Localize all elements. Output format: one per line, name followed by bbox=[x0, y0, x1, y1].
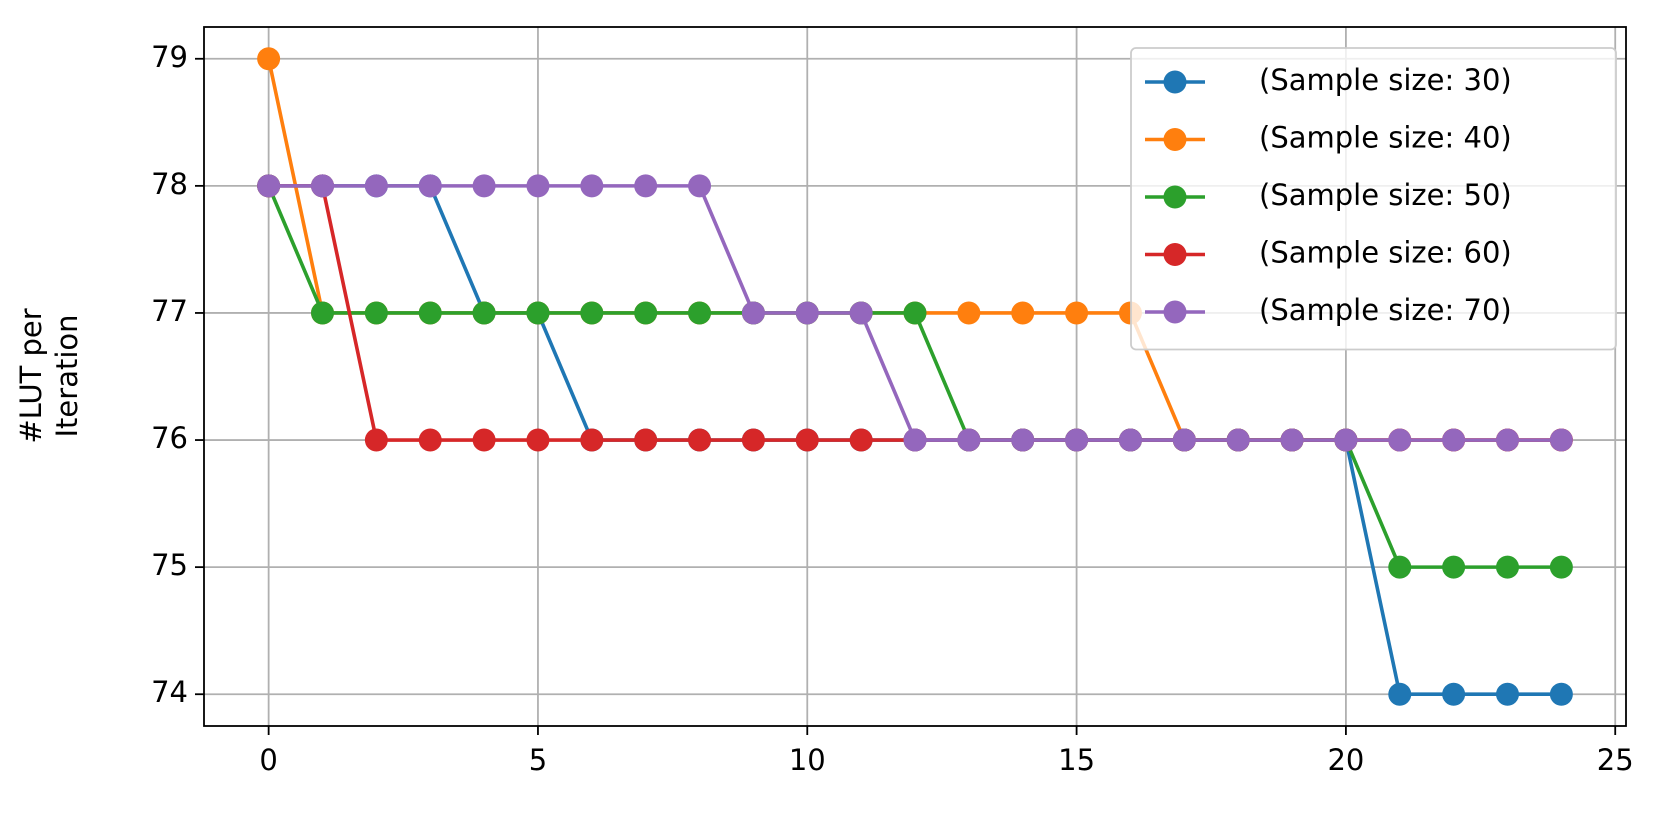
data-point bbox=[311, 174, 334, 198]
data-point bbox=[364, 301, 388, 325]
y-tick-label: 74 bbox=[151, 675, 188, 709]
data-point bbox=[795, 428, 819, 452]
x-tick-label: 5 bbox=[529, 743, 547, 777]
data-point bbox=[418, 174, 442, 198]
data-point bbox=[1388, 555, 1412, 579]
data-point bbox=[257, 174, 281, 198]
data-point bbox=[580, 428, 604, 452]
y-tick-label: 77 bbox=[151, 294, 188, 328]
data-point bbox=[741, 301, 765, 325]
data-point bbox=[849, 428, 873, 452]
data-point bbox=[1334, 428, 1358, 452]
data-point bbox=[1172, 428, 1196, 452]
data-point bbox=[526, 428, 550, 452]
data-point bbox=[418, 301, 442, 325]
legend-marker bbox=[1163, 185, 1187, 209]
data-point bbox=[311, 301, 334, 325]
data-point bbox=[903, 301, 927, 325]
data-point bbox=[1065, 301, 1089, 325]
data-point bbox=[1011, 428, 1035, 452]
legend-marker bbox=[1163, 300, 1187, 324]
data-point bbox=[364, 428, 388, 452]
legend-box bbox=[1130, 47, 1617, 351]
data-point bbox=[1549, 682, 1573, 706]
data-point bbox=[580, 174, 604, 198]
y-axis-label: #LUT perIteration bbox=[14, 308, 84, 443]
legend-label: (Sample size: 70) bbox=[1259, 293, 1512, 327]
data-point bbox=[418, 428, 442, 452]
legend-label: (Sample size: 30) bbox=[1259, 63, 1512, 97]
data-point bbox=[634, 301, 658, 325]
data-point bbox=[580, 301, 604, 325]
data-point bbox=[688, 301, 712, 325]
x-tick-label: 0 bbox=[259, 743, 277, 777]
data-point bbox=[1442, 682, 1466, 706]
y-axis-label-line: #LUT per bbox=[14, 308, 48, 443]
y-axis-label-line: Iteration bbox=[50, 314, 84, 437]
data-point bbox=[849, 301, 873, 325]
data-point bbox=[257, 47, 281, 71]
data-point bbox=[1549, 428, 1573, 452]
data-point bbox=[1388, 682, 1412, 706]
data-point bbox=[1280, 428, 1304, 452]
data-point bbox=[1496, 682, 1519, 706]
data-point bbox=[526, 174, 550, 198]
data-point bbox=[1549, 555, 1573, 579]
y-tick-label: 75 bbox=[151, 548, 188, 582]
data-point bbox=[634, 174, 658, 198]
plot-frame bbox=[203, 26, 1627, 727]
data-point bbox=[903, 428, 927, 452]
data-point bbox=[688, 174, 712, 198]
data-point bbox=[472, 301, 496, 325]
y-tick-label: 78 bbox=[151, 167, 188, 201]
data-point bbox=[741, 428, 765, 452]
x-tick-label: 20 bbox=[1327, 743, 1364, 777]
x-tick-label: 25 bbox=[1597, 743, 1634, 777]
legend-label: (Sample size: 40) bbox=[1259, 121, 1512, 155]
data-point bbox=[472, 174, 496, 198]
legend-marker bbox=[1163, 128, 1187, 151]
data-point bbox=[1118, 428, 1142, 452]
data-point bbox=[795, 301, 819, 325]
data-point bbox=[1442, 555, 1466, 579]
legend-marker bbox=[1163, 70, 1187, 94]
data-point bbox=[1496, 555, 1519, 579]
data-point bbox=[1226, 428, 1250, 452]
x-tick-label: 15 bbox=[1058, 743, 1095, 777]
legend-label: (Sample size: 60) bbox=[1259, 236, 1512, 270]
y-tick-label: 79 bbox=[151, 40, 188, 74]
legend-label: (Sample size: 50) bbox=[1259, 178, 1512, 212]
data-point bbox=[1011, 301, 1035, 325]
data-point bbox=[1388, 428, 1412, 452]
data-point bbox=[1442, 428, 1466, 452]
data-point bbox=[1065, 428, 1089, 452]
legend-marker bbox=[1163, 243, 1187, 266]
data-point bbox=[957, 301, 981, 325]
data-point bbox=[688, 428, 712, 452]
data-point bbox=[472, 428, 496, 452]
data-point bbox=[634, 428, 658, 452]
data-point bbox=[364, 174, 388, 198]
data-point bbox=[1496, 428, 1519, 452]
data-point bbox=[957, 428, 981, 452]
y-tick-label: 76 bbox=[151, 421, 188, 455]
data-point bbox=[526, 301, 550, 325]
x-tick-label: 10 bbox=[789, 743, 826, 777]
